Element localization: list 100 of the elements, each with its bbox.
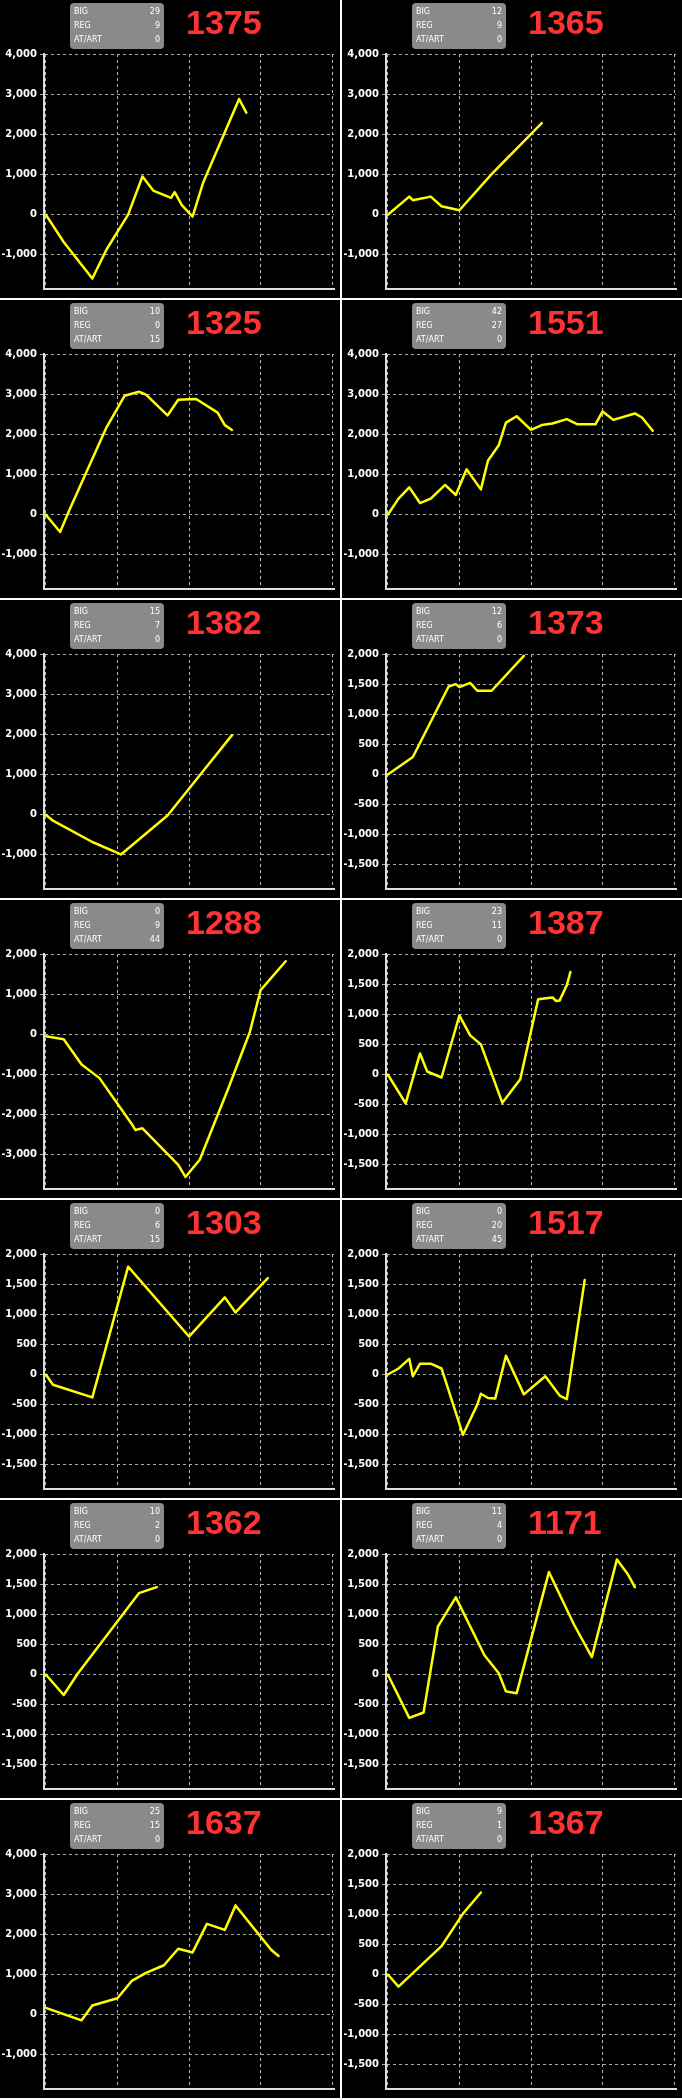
text: REG 2 bbox=[74, 1520, 160, 1532]
y-tick-label: -500 bbox=[11, 1398, 38, 1410]
chart-title: 1325 bbox=[186, 302, 262, 342]
y-tick-label: 0 bbox=[30, 2008, 38, 2020]
y-tick-label: 1,000 bbox=[5, 987, 38, 999]
y-tick-label: 2,000 bbox=[5, 947, 38, 959]
text: BIG 29 bbox=[74, 6, 160, 18]
text: BIG 15 bbox=[74, 606, 160, 618]
text: BIG 0 bbox=[74, 906, 160, 918]
text: BIG 10 bbox=[74, 306, 160, 318]
text: REG 7 bbox=[74, 620, 160, 632]
text: AT/ART 0 bbox=[74, 34, 160, 46]
text: BIG 0 bbox=[74, 1206, 160, 1218]
y-tick-label: 3,000 bbox=[347, 87, 380, 99]
y-tick-label: 1,500 bbox=[347, 1877, 380, 1889]
y-tick-label: 500 bbox=[358, 737, 380, 749]
text: REG 27 bbox=[416, 320, 502, 332]
y-tick-label: -500 bbox=[353, 1098, 380, 1110]
y-tick-label: -1,000 bbox=[343, 248, 380, 260]
y-tick-label: 0 bbox=[372, 1368, 380, 1380]
y-tick-label: 0 bbox=[30, 1368, 38, 1380]
y-tick-label: -2,000 bbox=[1, 1108, 38, 1120]
text: BIG 10 bbox=[74, 1506, 160, 1518]
y-tick-label: 500 bbox=[16, 1337, 38, 1349]
text: REG 15 bbox=[74, 1820, 160, 1832]
y-tick-label: 1,500 bbox=[347, 677, 380, 689]
y-tick-label: 0 bbox=[372, 1068, 380, 1080]
text: AT/ART 15 bbox=[74, 334, 160, 346]
y-tick-label: 1,000 bbox=[347, 1907, 380, 1919]
y-tick-label: 500 bbox=[358, 1937, 380, 1949]
y-tick-label: 1,000 bbox=[347, 1307, 380, 1319]
y-tick-label: -1,500 bbox=[343, 2058, 380, 2070]
y-tick-label: 3,000 bbox=[347, 387, 380, 399]
y-tick-label: 1,000 bbox=[347, 707, 380, 719]
y-tick-label: 1,000 bbox=[5, 1968, 38, 1980]
y-tick-label: 500 bbox=[16, 1637, 38, 1649]
text: BIG 0 bbox=[416, 1206, 502, 1218]
chart-title: 1373 bbox=[528, 602, 604, 642]
y-tick-label: 2,000 bbox=[347, 1547, 380, 1559]
text: BIG 25 bbox=[74, 1806, 160, 1818]
text: AT/ART 0 bbox=[74, 634, 160, 646]
text: BIG 9 bbox=[416, 1806, 502, 1818]
text: REG 6 bbox=[74, 1220, 160, 1232]
text: AT/ART 0 bbox=[416, 334, 502, 346]
y-tick-label: -1,500 bbox=[1, 1758, 38, 1770]
chart-title: 1637 bbox=[186, 1802, 262, 1842]
text: AT/ART 0 bbox=[74, 1534, 160, 1546]
y-tick-label: 500 bbox=[358, 1337, 380, 1349]
y-tick-label: -1,000 bbox=[1, 1428, 38, 1440]
chart-title: 1367 bbox=[528, 1802, 604, 1842]
text: REG 11 bbox=[416, 920, 502, 932]
y-tick-label: -1,500 bbox=[343, 1758, 380, 1770]
y-tick-label: 1,500 bbox=[5, 1277, 38, 1289]
y-tick-label: 2,000 bbox=[347, 647, 380, 659]
text: AT/ART 15 bbox=[74, 1234, 160, 1246]
text: REG 9 bbox=[416, 20, 502, 32]
y-tick-label: -1,000 bbox=[1, 1068, 38, 1080]
y-tick-label: -1,000 bbox=[343, 2028, 380, 2040]
y-tick-label: -500 bbox=[353, 798, 380, 810]
y-tick-label: 4,000 bbox=[5, 347, 38, 359]
y-tick-label: -1,000 bbox=[1, 1728, 38, 1740]
y-tick-label: 1,000 bbox=[5, 468, 38, 480]
y-tick-label: 3,000 bbox=[5, 87, 38, 99]
text: BIG 23 bbox=[416, 906, 502, 918]
y-tick-label: 1,000 bbox=[5, 1307, 38, 1319]
text: REG 1 bbox=[416, 1820, 502, 1832]
y-tick-label: 0 bbox=[30, 1027, 38, 1039]
y-tick-label: -500 bbox=[353, 1698, 380, 1710]
text: BIG 12 bbox=[416, 606, 502, 618]
y-tick-label: 1,500 bbox=[347, 977, 380, 989]
chart-title: 1551 bbox=[528, 302, 604, 342]
y-tick-label: 1,000 bbox=[347, 468, 380, 480]
y-tick-label: 2,000 bbox=[347, 1247, 380, 1259]
text: AT/ART 45 bbox=[416, 1234, 502, 1246]
y-tick-label: 2,000 bbox=[5, 1927, 38, 1939]
y-tick-label: 2,000 bbox=[5, 427, 38, 439]
text: REG 9 bbox=[74, 20, 160, 32]
text: AT/ART 0 bbox=[416, 634, 502, 646]
text: REG 9 bbox=[74, 920, 160, 932]
y-tick-label: 1,000 bbox=[347, 1607, 380, 1619]
chart-title: 1288 bbox=[186, 902, 262, 942]
y-tick-label: 4,000 bbox=[5, 1847, 38, 1859]
y-tick-label: 2,000 bbox=[5, 1547, 38, 1559]
y-tick-label: -500 bbox=[353, 1998, 380, 2010]
y-tick-label: 4,000 bbox=[5, 47, 38, 59]
y-tick-label: 1,500 bbox=[347, 1577, 380, 1589]
y-tick-label: 3,000 bbox=[5, 1887, 38, 1899]
y-tick-label: 2,000 bbox=[347, 427, 380, 439]
text: REG 4 bbox=[416, 1520, 502, 1532]
chart-title: 1517 bbox=[528, 1202, 604, 1242]
text: AT/ART 0 bbox=[416, 1834, 502, 1846]
text: AT/ART 0 bbox=[416, 34, 502, 46]
y-tick-label: 2,000 bbox=[347, 947, 380, 959]
chart-title: 1382 bbox=[186, 602, 262, 642]
y-tick-label: -1,500 bbox=[343, 1458, 380, 1470]
y-tick-label: 2,000 bbox=[5, 1247, 38, 1259]
y-tick-label: 0 bbox=[372, 508, 380, 520]
chart-title: 1387 bbox=[528, 902, 604, 942]
text: AT/ART 0 bbox=[416, 1534, 502, 1546]
y-tick-label: 2,000 bbox=[5, 727, 38, 739]
